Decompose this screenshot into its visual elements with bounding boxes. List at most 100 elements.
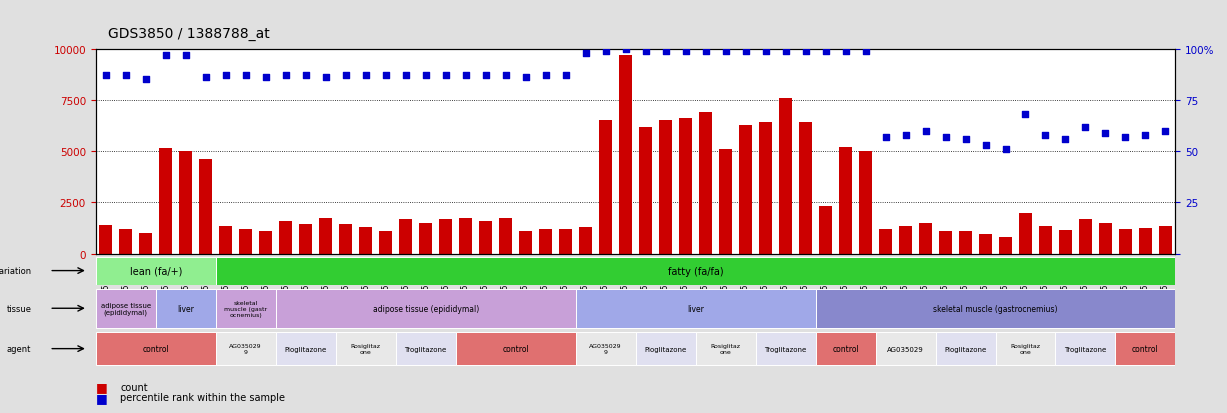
Bar bbox=[276, 332, 336, 365]
Point bbox=[296, 73, 315, 79]
Point bbox=[896, 132, 915, 139]
Text: adipose tissue (epididymal): adipose tissue (epididymal) bbox=[373, 304, 479, 313]
Point bbox=[596, 48, 616, 55]
Point bbox=[455, 73, 475, 79]
Bar bbox=[919, 223, 933, 254]
Bar bbox=[839, 148, 852, 254]
Bar bbox=[1055, 332, 1115, 365]
Text: control: control bbox=[1133, 344, 1158, 353]
Point bbox=[375, 73, 395, 79]
Point bbox=[536, 73, 556, 79]
Point bbox=[556, 73, 575, 79]
Point bbox=[975, 142, 995, 149]
Point bbox=[276, 73, 296, 79]
Point bbox=[956, 136, 975, 143]
Point bbox=[336, 73, 356, 79]
Bar bbox=[179, 152, 193, 254]
Point bbox=[1096, 130, 1115, 137]
Bar bbox=[220, 226, 232, 254]
Point bbox=[715, 48, 735, 55]
Bar bbox=[599, 121, 612, 254]
Bar bbox=[336, 332, 395, 365]
Point bbox=[1136, 132, 1156, 139]
Point bbox=[575, 50, 595, 57]
Text: Troglitazone: Troglitazone bbox=[405, 346, 447, 352]
Text: ■: ■ bbox=[96, 391, 108, 404]
Bar bbox=[575, 332, 636, 365]
Point bbox=[315, 75, 335, 81]
Bar bbox=[216, 332, 276, 365]
Bar bbox=[360, 228, 372, 254]
Bar bbox=[816, 332, 876, 365]
Text: ■: ■ bbox=[96, 380, 108, 394]
Text: skeletal
muscle (gastr
ocnemius): skeletal muscle (gastr ocnemius) bbox=[225, 300, 267, 317]
Point bbox=[136, 77, 156, 83]
Text: fatty (fa/fa): fatty (fa/fa) bbox=[667, 266, 724, 276]
Bar bbox=[96, 289, 156, 328]
Bar bbox=[820, 207, 832, 254]
Bar bbox=[659, 121, 672, 254]
Bar bbox=[160, 149, 172, 254]
Bar bbox=[139, 234, 152, 254]
Point bbox=[216, 73, 236, 79]
Point bbox=[736, 48, 756, 55]
Point bbox=[436, 73, 455, 79]
Bar bbox=[1099, 223, 1112, 254]
Bar bbox=[199, 160, 212, 254]
Bar bbox=[696, 332, 756, 365]
Point bbox=[775, 48, 795, 55]
Text: agent: agent bbox=[7, 344, 32, 353]
Point bbox=[96, 73, 115, 79]
Text: skeletal muscle (gastrocnemius): skeletal muscle (gastrocnemius) bbox=[934, 304, 1058, 313]
Point bbox=[196, 75, 216, 81]
Bar bbox=[719, 150, 733, 254]
Bar bbox=[420, 223, 432, 254]
Bar bbox=[799, 123, 812, 254]
Bar bbox=[319, 218, 333, 254]
Bar bbox=[276, 289, 575, 328]
Bar bbox=[939, 232, 952, 254]
Text: AG035029: AG035029 bbox=[887, 346, 924, 352]
Text: Pioglitazone: Pioglitazone bbox=[285, 346, 326, 352]
Bar bbox=[756, 332, 816, 365]
Bar bbox=[539, 230, 552, 254]
Bar bbox=[395, 332, 455, 365]
Text: Pioglitazone: Pioglitazone bbox=[644, 346, 687, 352]
Point bbox=[676, 48, 696, 55]
Bar bbox=[679, 119, 692, 254]
Text: percentile rank within the sample: percentile rank within the sample bbox=[120, 392, 285, 402]
Bar bbox=[995, 332, 1055, 365]
Point bbox=[876, 134, 896, 141]
Point bbox=[1115, 134, 1135, 141]
Bar bbox=[459, 218, 472, 254]
Bar bbox=[99, 225, 112, 254]
Bar bbox=[280, 221, 292, 254]
Point bbox=[816, 48, 836, 55]
Text: Pioglitazone: Pioglitazone bbox=[945, 346, 987, 352]
Point bbox=[756, 48, 775, 55]
Bar bbox=[479, 221, 492, 254]
Text: count: count bbox=[120, 382, 148, 392]
Bar bbox=[119, 230, 133, 254]
Text: liver: liver bbox=[177, 304, 194, 313]
Point bbox=[995, 147, 1015, 153]
Text: control: control bbox=[142, 344, 169, 353]
Bar bbox=[1160, 226, 1172, 254]
Text: tissue: tissue bbox=[6, 304, 32, 313]
Bar bbox=[876, 332, 935, 365]
Bar bbox=[816, 289, 1175, 328]
Bar bbox=[455, 332, 575, 365]
Text: AG035029
9: AG035029 9 bbox=[229, 343, 263, 354]
Bar bbox=[636, 332, 696, 365]
Bar bbox=[399, 219, 412, 254]
Text: Rosiglitaz
one: Rosiglitaz one bbox=[1011, 343, 1040, 354]
Bar bbox=[96, 332, 216, 365]
Text: Rosiglitaz
one: Rosiglitaz one bbox=[710, 343, 741, 354]
Bar bbox=[979, 235, 991, 254]
Text: adipose tissue
(epididymal): adipose tissue (epididymal) bbox=[101, 302, 151, 315]
Bar bbox=[639, 127, 652, 254]
Point bbox=[236, 73, 255, 79]
Point bbox=[356, 73, 375, 79]
Bar bbox=[156, 289, 216, 328]
Bar bbox=[299, 224, 312, 254]
